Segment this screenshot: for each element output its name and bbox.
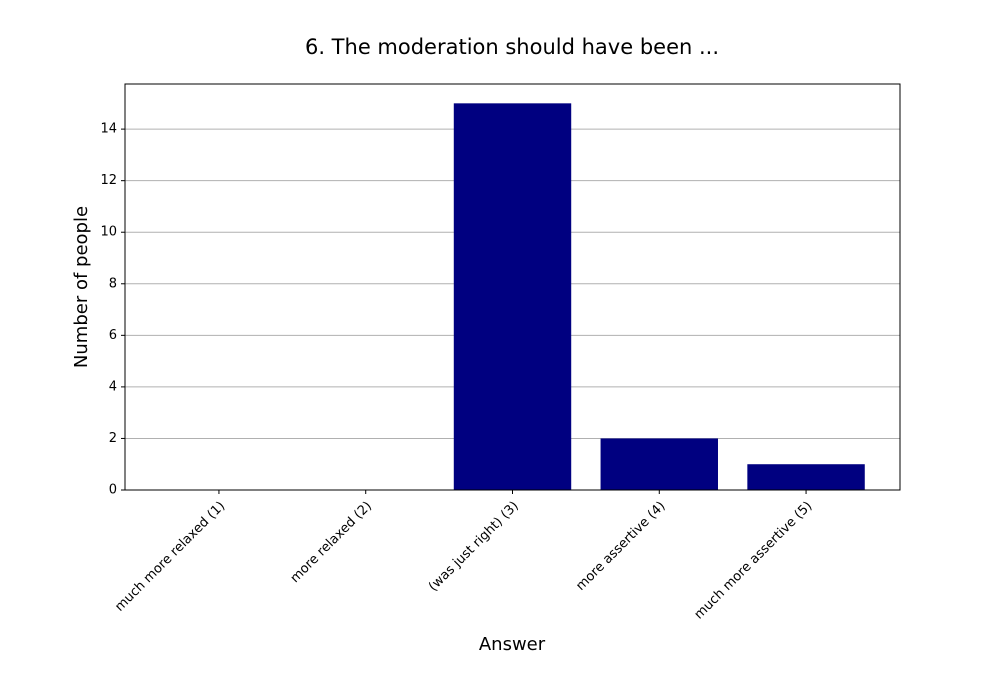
chart-title: 6. The moderation should have been ... bbox=[305, 35, 719, 59]
bar bbox=[600, 438, 718, 490]
x-tick-label: (was just right) (3) bbox=[426, 499, 522, 595]
y-axis-label: Number of people bbox=[71, 206, 92, 368]
y-tick-label: 4 bbox=[109, 379, 117, 394]
x-axis-label: Answer bbox=[479, 634, 546, 655]
y-tick-label: 0 bbox=[109, 483, 117, 498]
y-tick-label: 8 bbox=[109, 276, 117, 291]
y-tick-label: 14 bbox=[100, 122, 117, 137]
x-tick-label: much more assertive (5) bbox=[692, 499, 816, 623]
bar bbox=[453, 103, 572, 490]
bar bbox=[747, 464, 865, 490]
x-tick-label: more assertive (4) bbox=[573, 499, 668, 594]
y-tick-label: 2 bbox=[109, 431, 117, 446]
x-tick-label: much more relaxed (1) bbox=[112, 499, 228, 615]
x-tick-label: more relaxed (2) bbox=[288, 499, 375, 586]
y-tick-label: 12 bbox=[100, 173, 117, 188]
y-tick-label: 10 bbox=[100, 225, 117, 240]
plot-frame bbox=[124, 83, 901, 491]
y-tick-label: 6 bbox=[109, 328, 117, 343]
